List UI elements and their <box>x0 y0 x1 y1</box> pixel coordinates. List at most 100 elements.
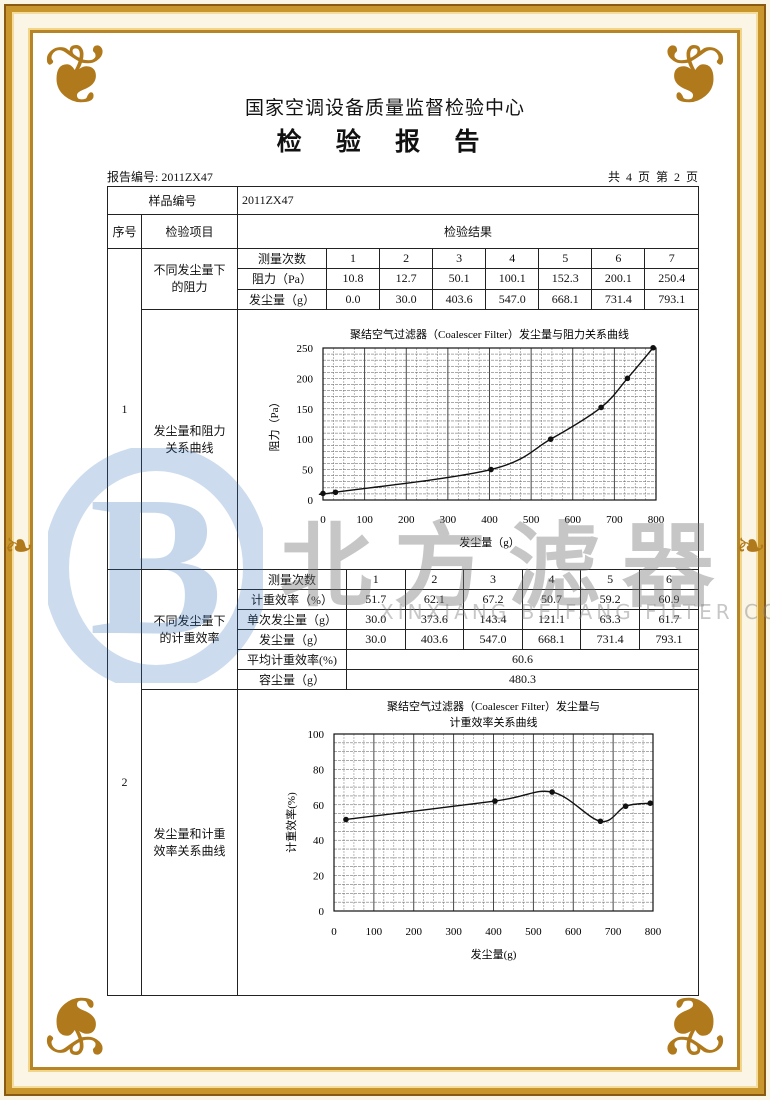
x-tick-label: 800 <box>648 514 665 526</box>
data-point <box>650 344 656 351</box>
cell-value: 51.7 <box>346 589 406 610</box>
data-point <box>622 803 629 810</box>
header-result: 检验结果 <box>237 214 700 249</box>
row-label: 测量次数 <box>238 570 348 590</box>
data-point <box>320 490 326 497</box>
y-tick-label: 0 <box>319 906 325 918</box>
y-tick-label: 60 <box>313 800 325 812</box>
cell-value: 4 <box>521 570 582 590</box>
cell-value: 793.1 <box>644 288 699 309</box>
dust-capacity-label: 容尘量（g） <box>238 669 348 689</box>
seq-1: 1 <box>107 248 142 570</box>
inspection-table: 样品编号 2011ZX47 序号 检验项目 检验结果 1 不同发尘量下的阻力 测… <box>106 186 700 996</box>
cell-value: 5 <box>580 570 640 590</box>
cell-value: 7 <box>644 249 699 270</box>
cell-value: 6 <box>591 249 646 270</box>
y-tick-label: 250 <box>297 343 314 355</box>
cell-value: 250.4 <box>644 268 699 290</box>
cell-value: 373.6 <box>404 609 465 630</box>
avg-efficiency-value: 60.6 <box>346 649 699 670</box>
y-tick-label: 0 <box>308 495 314 507</box>
cell-value: 668.1 <box>538 288 593 309</box>
seq-2: 2 <box>107 569 142 996</box>
cell-value: 100.1 <box>485 268 540 290</box>
cell-value: 2 <box>379 249 434 270</box>
cell-value: 143.4 <box>463 609 523 630</box>
cell-value: 1 <box>346 570 406 590</box>
table-row: 计重效率（%） 51.7 62.1 67.2 50.7 59.2 60.9 <box>238 589 699 610</box>
cell-value: 731.4 <box>580 629 640 650</box>
x-tick-label: 700 <box>605 926 622 938</box>
item-efficiency-curve: 发尘量和计重效率关系曲线 <box>140 689 239 996</box>
y-tick-label: 100 <box>297 434 314 446</box>
cell-value: 63.3 <box>580 609 640 630</box>
cell-value: 547.0 <box>485 288 540 309</box>
x-tick-label: 700 <box>606 514 623 526</box>
y-axis-label: 阻力（Pa） <box>268 397 281 452</box>
cell-value: 403.6 <box>432 288 487 309</box>
x-tick-label: 100 <box>356 514 373 526</box>
data-point <box>549 789 555 795</box>
x-tick-label: 300 <box>440 514 457 526</box>
x-axis-label: 发尘量(g) <box>471 947 517 961</box>
dust-capacity-value: 480.3 <box>346 669 699 689</box>
table-row: 容尘量（g） 480.3 <box>238 669 699 689</box>
cell-value: 200.1 <box>591 268 646 290</box>
x-tick-label: 400 <box>485 926 502 938</box>
side-ornament-icon: ❧ <box>4 526 35 566</box>
chart-title: 聚结空气过滤器（Coalescer Filter）发尘量与 <box>387 699 600 713</box>
cell-value: 67.2 <box>463 589 523 610</box>
header-seq: 序号 <box>107 214 142 249</box>
cell-value: 6 <box>638 570 699 590</box>
table-row: 单次发尘量（g） 30.0 373.6 143.4 121.1 63.3 61.7 <box>238 609 699 630</box>
x-tick-label: 100 <box>366 926 383 938</box>
x-axis-label: 发尘量（g） <box>459 535 520 549</box>
cell-value: 121.1 <box>521 609 582 630</box>
page-info: 共 4 页 第 2 页 <box>607 170 698 184</box>
cell-value: 30.0 <box>346 629 406 650</box>
y-tick-label: 80 <box>313 764 325 776</box>
efficiency-table: 测量次数 1 2 3 4 5 6 计重效率（%） 51.7 62.1 67.2 50.7 59.2 60.… <box>238 570 699 689</box>
document-title: 检 验 报 告 <box>276 129 494 156</box>
x-tick-label: 500 <box>523 514 540 526</box>
y-tick-label: 50 <box>302 465 314 477</box>
data-point <box>492 798 498 804</box>
y-tick-label: 20 <box>313 871 325 883</box>
y-axis-label: 计重效率(%) <box>284 792 298 853</box>
side-ornament-icon: ❧ <box>735 526 766 566</box>
corner-ornament-icon: ❦ <box>41 30 113 123</box>
cell-value: 62.1 <box>404 589 465 610</box>
chart-title: 聚结空气过滤器（Coalescer Filter）发尘量与阻力关系曲线 <box>350 327 629 341</box>
cell-value: 30.0 <box>346 609 406 630</box>
cell-value: 12.7 <box>379 268 434 290</box>
cell-value: 152.3 <box>538 268 593 290</box>
plot-area <box>322 347 657 501</box>
x-tick-label: 600 <box>565 514 582 526</box>
row-label: 计重效率（%） <box>238 589 348 610</box>
row-label: 单次发尘量（g） <box>238 609 348 630</box>
data-point <box>488 466 494 473</box>
x-tick-label: 0 <box>331 926 337 938</box>
cell-value: 793.1 <box>638 629 699 650</box>
row-label: 测量次数 <box>238 249 328 270</box>
sample-label: 样品编号 <box>106 186 239 215</box>
resistance-table: 测量次数 1 2 3 4 5 6 7 阻力（Pa） 10.8 12.7 50.1 100.1 152.3 2… <box>238 249 699 309</box>
data-point <box>624 375 631 382</box>
cell-value: 3 <box>463 570 523 590</box>
item-resistance: 不同发尘量下的阻力 <box>140 248 239 310</box>
table-row: 发尘量（g） 0.0 30.0 403.6 547.0 668.1 731.4 793.1 <box>238 288 699 309</box>
row-label: 发尘量（g） <box>238 288 328 309</box>
x-tick-label: 600 <box>565 926 582 938</box>
chart-title: 计重效率关系曲线 <box>450 715 538 729</box>
cell-value: 59.2 <box>580 589 640 610</box>
plot-area <box>333 733 654 912</box>
cell-value: 5 <box>538 249 593 270</box>
table-row: 发尘量（g） 30.0 403.6 547.0 668.1 731.4 793.1 <box>238 629 699 650</box>
sample-value: 2011ZX47 <box>237 186 700 215</box>
table-row: 测量次数 1 2 3 4 5 6 7 <box>238 249 699 270</box>
data-point <box>343 816 349 823</box>
cell-value: 50.7 <box>521 589 582 610</box>
cell-value: 4 <box>485 249 540 270</box>
data-point <box>647 800 654 807</box>
